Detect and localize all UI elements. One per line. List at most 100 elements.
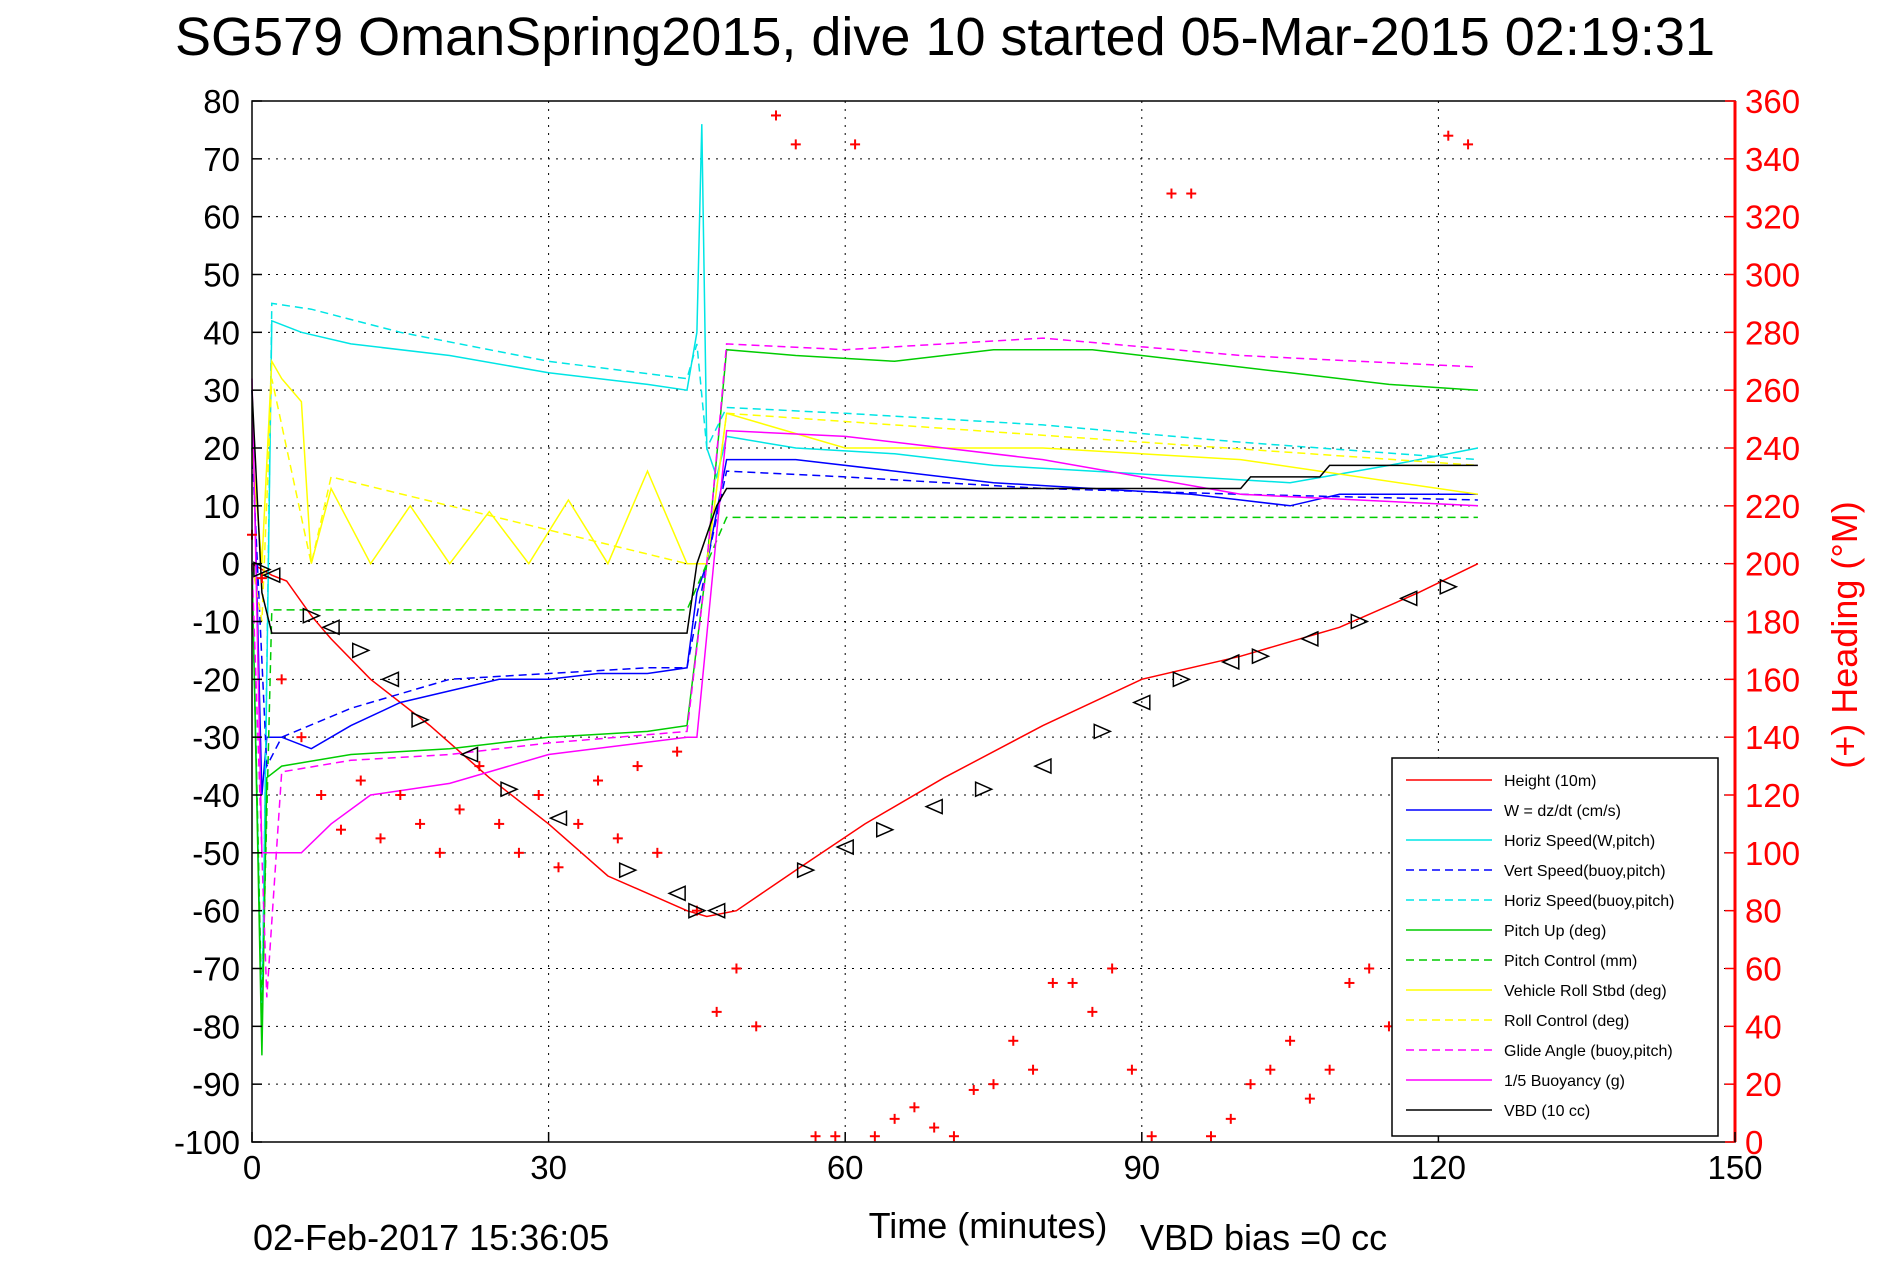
y-tick-label: 10 (203, 488, 240, 525)
heading-point (1344, 977, 1355, 988)
legend-box (1391, 757, 1719, 1137)
legend-label: Vehicle Roll Stbd (deg) (1504, 983, 1667, 1000)
series-line-1-5-buoyancy-g- (251, 378, 1478, 854)
y-tick-label: 40 (203, 314, 240, 351)
legend-label: Horiz Speed(W,pitch) (1504, 833, 1655, 850)
y-tick-label: 60 (203, 199, 240, 236)
legend-label: Vert Speed(buoy,pitch) (1504, 863, 1666, 880)
heading-point (573, 818, 584, 829)
legend-label: Height (10m) (1504, 773, 1596, 790)
y-right-tick-label: 280 (1745, 314, 1800, 351)
series-line-glide-angle-buoy-pitch- (251, 337, 1478, 998)
y-right-tick-label: 160 (1745, 661, 1800, 698)
heading-point (850, 139, 861, 150)
footer-date: 02-Feb-2017 15:36:05 (253, 1217, 609, 1258)
heading-point (276, 674, 287, 685)
triangle-marker (500, 781, 519, 798)
heading-point (355, 775, 366, 786)
series-line-pitch-control-mm- (251, 516, 1478, 1015)
triangle-marker (411, 711, 430, 728)
heading-point (1146, 1131, 1157, 1142)
heading-point (810, 1131, 821, 1142)
series-line-roll-control-deg- (251, 378, 1478, 622)
heading-point (513, 847, 524, 858)
heading-point (988, 1079, 999, 1090)
y-tick-label: -80 (192, 1008, 240, 1045)
legend-label: Pitch Control (mm) (1504, 953, 1637, 970)
y-tick-label: -70 (192, 951, 240, 988)
series-layer (247, 110, 1479, 1142)
grid (252, 101, 1735, 1142)
triangle-marker (796, 862, 816, 879)
triangle-marker (974, 781, 994, 798)
y-right-tick-label: 140 (1745, 719, 1800, 756)
triangle-marker (1033, 757, 1052, 775)
heading-point (375, 833, 386, 844)
triangle-marker (302, 607, 322, 624)
triangle-marker (1172, 671, 1192, 688)
x-tick-label: 0 (243, 1149, 261, 1186)
y-right-tick-label: 60 (1745, 951, 1782, 988)
y-tick-label: -90 (192, 1066, 240, 1103)
triangle-marker (667, 885, 686, 902)
series-line-vehicle-roll-stbd-deg- (251, 358, 1479, 566)
triangle-marker (459, 746, 479, 763)
series-line-vert-speed-buoy-pitch- (251, 447, 1478, 769)
triangle-marker (1220, 653, 1240, 671)
heading-point (1126, 1064, 1137, 1075)
heading-point (632, 761, 643, 772)
legend-label: Roll Control (deg) (1504, 1013, 1629, 1030)
heading-point (1324, 1064, 1335, 1075)
triangle-marker (1350, 613, 1370, 630)
triangle-marker (618, 862, 638, 879)
y-right-tick-label: 80 (1745, 893, 1782, 930)
y-right-tick-label: 200 (1745, 546, 1800, 583)
y-tick-label: 50 (203, 257, 240, 294)
heading-point (1166, 188, 1177, 199)
heading-point (909, 1102, 920, 1113)
y-tick-label: 30 (203, 372, 240, 409)
heading-point (1107, 963, 1118, 974)
triangle-marker (321, 619, 340, 636)
series-line-horiz-speed-buoy-pitch- (251, 302, 1478, 1027)
y-right-tick-label: 40 (1745, 1008, 1782, 1045)
triangle-marker (1131, 694, 1151, 711)
axes: 80706050403020100-10-20-30-40-50-60-70-8… (174, 83, 1800, 1186)
triangle-marker (548, 809, 568, 827)
heading-point (790, 139, 801, 150)
triangle-marker (688, 902, 707, 919)
y-right-tick-label: 360 (1745, 83, 1800, 120)
y-right-tick-label: 0 (1745, 1124, 1763, 1161)
heading-point (1245, 1079, 1256, 1090)
x-tick-label: 150 (1707, 1149, 1762, 1186)
series-line-w-dz-dt-cm-s- (251, 390, 1478, 796)
heading-point (1067, 977, 1078, 988)
y-right-tick-label: 300 (1745, 257, 1800, 294)
heading-point (652, 847, 663, 858)
heading-point (316, 790, 327, 800)
heading-point (593, 775, 604, 786)
heading-point (474, 761, 485, 772)
triangle-marker (1093, 723, 1113, 740)
y-right-tick-label: 260 (1745, 372, 1800, 409)
legend-label: W = dz/dt (cm/s) (1504, 803, 1621, 820)
heading-point (335, 824, 346, 835)
y-right-tick-label: 180 (1745, 604, 1800, 641)
y-right-tick-label: 220 (1745, 488, 1800, 525)
chart-title: SG579 OmanSpring2015, dive 10 started 05… (175, 7, 1715, 67)
triangle-marker (924, 798, 943, 815)
y-axis-right-label: (+) Heading (°M) (1824, 501, 1865, 768)
y-tick-label: -40 (192, 777, 240, 814)
heading-point (434, 847, 445, 858)
heading-point (454, 804, 465, 815)
y-right-tick-label: 20 (1745, 1066, 1782, 1103)
heading-point (968, 1084, 979, 1095)
legend-label: VBD (10 cc) (1504, 1103, 1590, 1120)
y-tick-label: -20 (192, 661, 240, 698)
heading-point (296, 732, 307, 743)
triangle-marker (875, 821, 895, 838)
heading-point (1008, 1035, 1019, 1046)
heading-point (770, 110, 781, 121)
y-tick-label: -60 (192, 893, 240, 930)
heading-point (948, 1131, 959, 1142)
